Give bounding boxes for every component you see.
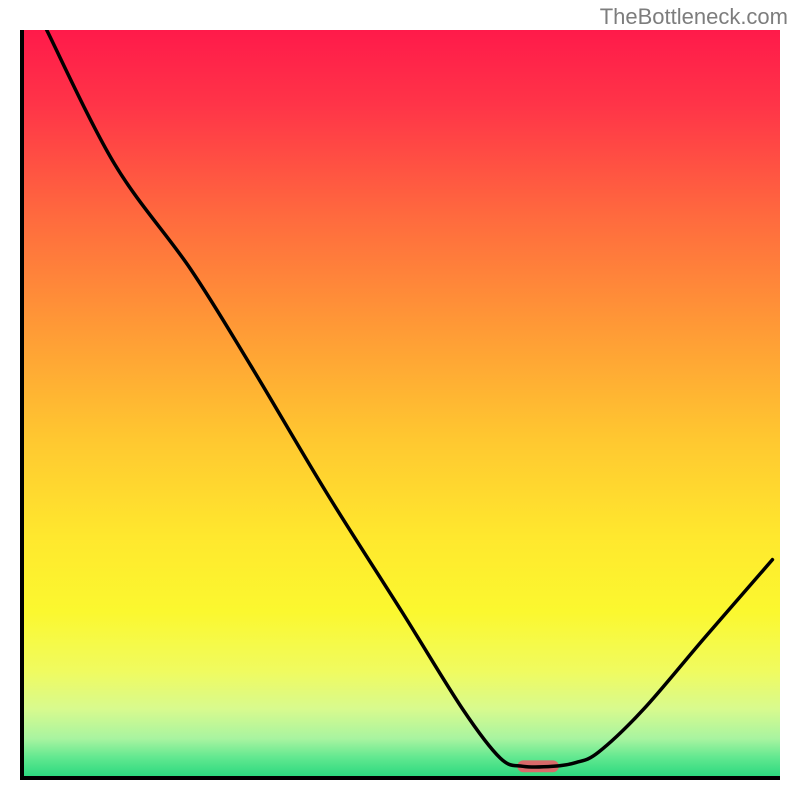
attribution-text: TheBottleneck.com — [600, 4, 788, 30]
chart-background — [24, 30, 780, 776]
bottleneck-chart — [20, 30, 780, 780]
chart-svg — [20, 30, 780, 780]
